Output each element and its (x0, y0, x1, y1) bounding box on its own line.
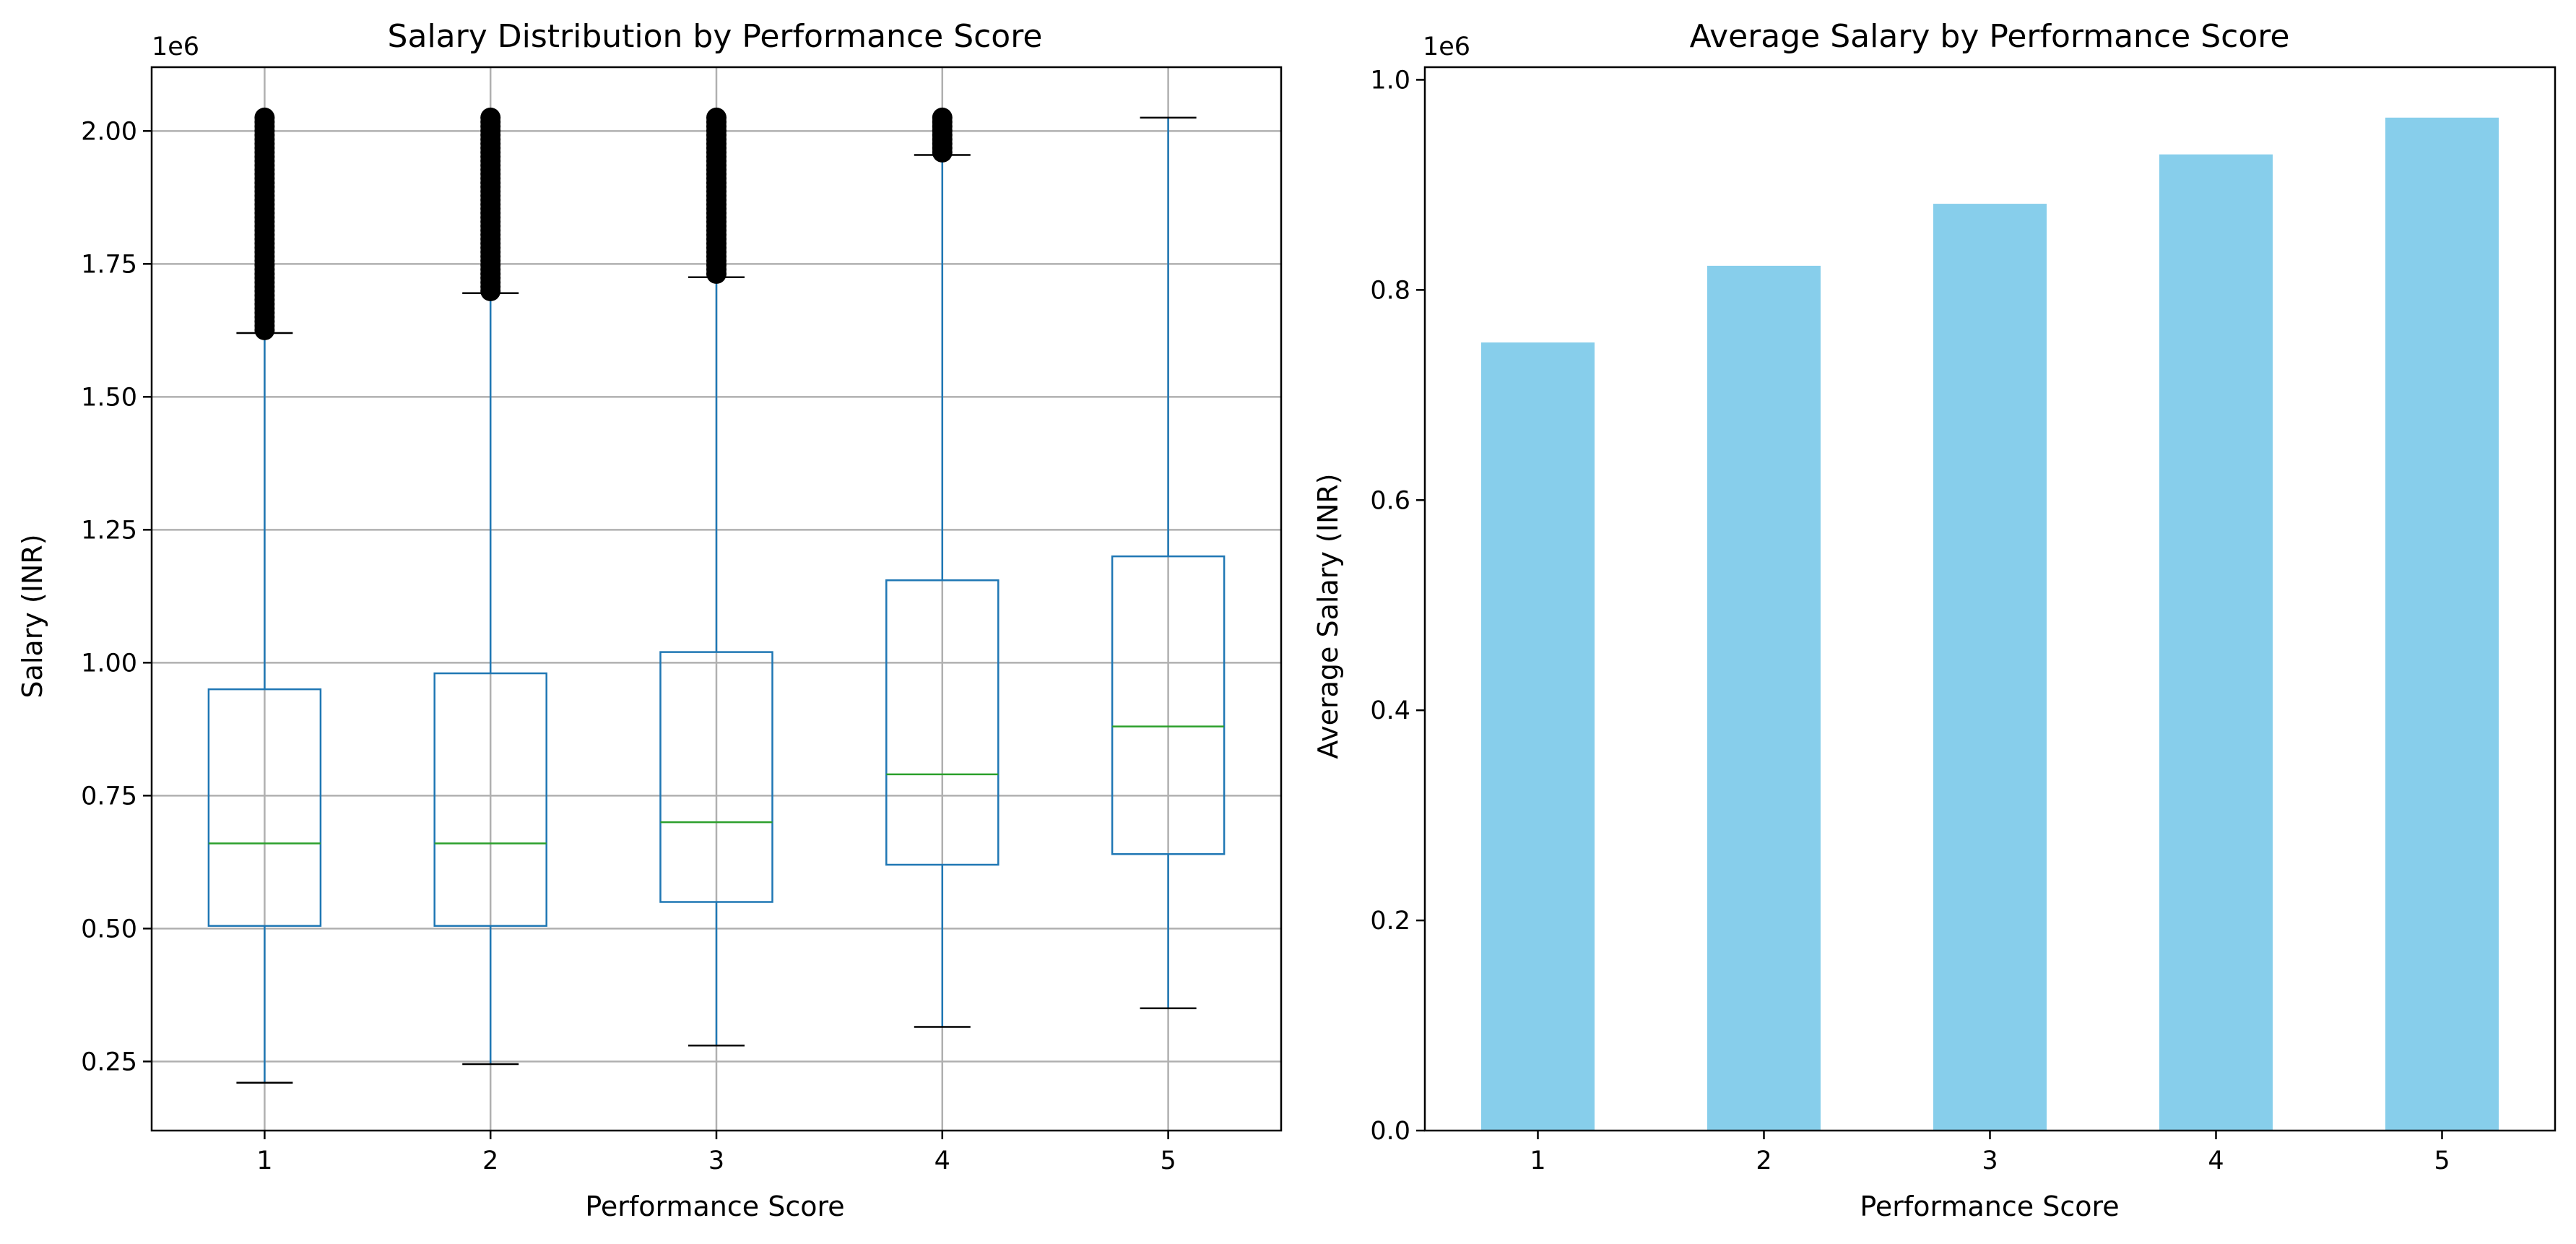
bar-chart-y-offset-text: 1e6 (1423, 33, 1470, 61)
outlier-point (932, 142, 953, 163)
outlier-point (706, 263, 727, 284)
box-iqr (207, 688, 322, 927)
box-5 (1111, 116, 1226, 1009)
outliers (932, 107, 953, 163)
bar-chart-y-ticks: 0.0 0.2 0.4 0.6 0.8 1.0 (1370, 66, 1425, 1146)
y-tick-label: 0.2 (1370, 907, 1410, 936)
x-tick-label: 1 (256, 1146, 272, 1175)
box-chart-y-axis-label: Salary (INR) (17, 534, 48, 698)
box-1 (207, 107, 322, 1084)
y-tick-label: 1.75 (81, 250, 137, 279)
box-iqr (659, 651, 773, 903)
outlier-point (480, 280, 501, 301)
bar-chart-plot-frame (1423, 66, 2557, 1132)
y-tick-label: 0.50 (81, 915, 137, 943)
x-tick-label: 3 (1982, 1146, 1998, 1175)
bar-chart-x-axis-label: Performance Score (1860, 1191, 2119, 1222)
y-tick-label: 1.50 (81, 383, 137, 412)
box-3 (659, 107, 773, 1047)
box-chart: Salary Distribution by Performance Score… (17, 18, 1283, 1222)
bar-3 (1933, 204, 2047, 1131)
x-tick-label: 5 (1160, 1146, 1176, 1175)
x-tick-label: 4 (934, 1146, 950, 1175)
box-2 (433, 107, 547, 1066)
y-tick-label: 0.25 (81, 1048, 137, 1076)
x-tick-label: 2 (1756, 1146, 1771, 1175)
bar-5 (2385, 117, 2499, 1131)
box-chart-y-ticks: 0.25 0.50 0.75 1.00 1.25 1.50 1.75 2.00 (81, 117, 152, 1076)
box-chart-x-ticks: 1 2 3 4 5 (256, 1131, 1176, 1175)
box-chart-x-axis-label: Performance Score (585, 1191, 844, 1222)
x-tick-label: 3 (708, 1146, 724, 1175)
y-tick-label: 2.00 (81, 117, 137, 146)
box-chart-y-offset-text: 1e6 (152, 33, 199, 61)
box-chart-plot-frame (150, 66, 1283, 1132)
y-tick-label: 1.25 (81, 516, 137, 545)
outliers (254, 107, 275, 340)
x-tick-label: 4 (2208, 1146, 2224, 1175)
y-tick-label: 0.8 (1370, 276, 1410, 305)
box-chart-boxes (207, 107, 1226, 1084)
bar-chart: Average Salary by Performance Score Perf… (1312, 18, 2557, 1222)
outlier-point (254, 319, 275, 340)
box-iqr (885, 579, 999, 866)
x-tick-label: 5 (2434, 1146, 2450, 1175)
outliers (706, 107, 727, 284)
box-iqr (1111, 555, 1226, 855)
bar-1 (1481, 342, 1595, 1131)
bar-chart-x-ticks: 1 2 3 4 5 (1530, 1131, 2450, 1175)
bar-chart-bars (1481, 117, 2499, 1131)
y-tick-label: 0.6 (1370, 486, 1410, 515)
outliers (480, 107, 501, 301)
y-tick-label: 0.4 (1370, 696, 1410, 725)
y-tick-label: 0.75 (81, 782, 137, 811)
y-tick-label: 1.00 (81, 649, 137, 678)
bar-2 (1707, 265, 1821, 1131)
bar-chart-y-axis-label: Average Salary (INR) (1312, 473, 1344, 759)
box-4 (885, 107, 999, 1028)
box-chart-title: Salary Distribution by Performance Score (388, 18, 1043, 55)
x-tick-label: 2 (482, 1146, 498, 1175)
box-iqr (433, 672, 547, 927)
bar-4 (2159, 154, 2273, 1131)
y-tick-label: 1.0 (1370, 66, 1410, 95)
bar-chart-title: Average Salary by Performance Score (1690, 18, 2290, 55)
y-tick-label: 0.0 (1370, 1117, 1410, 1146)
x-tick-label: 1 (1530, 1146, 1545, 1175)
